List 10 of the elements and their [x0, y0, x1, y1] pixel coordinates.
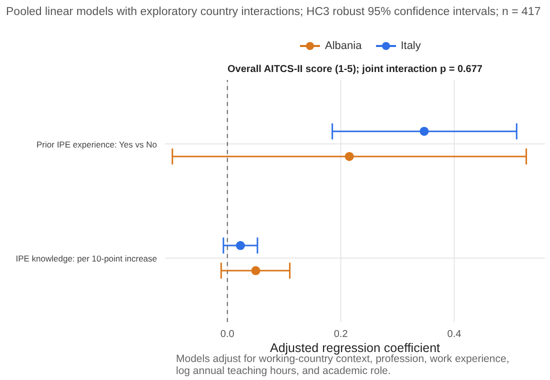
y-tick-label: IPE knowledge: per 10-point increase — [16, 254, 158, 264]
legend-label: Italy — [400, 40, 421, 52]
chart-title: Pooled linear models with exploratory country interactions; HC3 robust 95% confidence intervals; n = 417 — [6, 6, 541, 18]
x-tick-label: 0.2 — [334, 329, 348, 340]
x-axis-title: Adjusted regression coefficient — [270, 341, 441, 355]
x-tick-label: 0.0 — [220, 329, 235, 340]
chart-subtitle: Overall AITCS-II score (1-5); joint interaction p = 0.677 — [226, 64, 484, 75]
y-tick-label: Prior IPE experience: Yes vs No — [36, 139, 158, 150]
legend-label: Albania — [325, 40, 362, 52]
x-tick-label: 0.4 — [447, 329, 462, 340]
